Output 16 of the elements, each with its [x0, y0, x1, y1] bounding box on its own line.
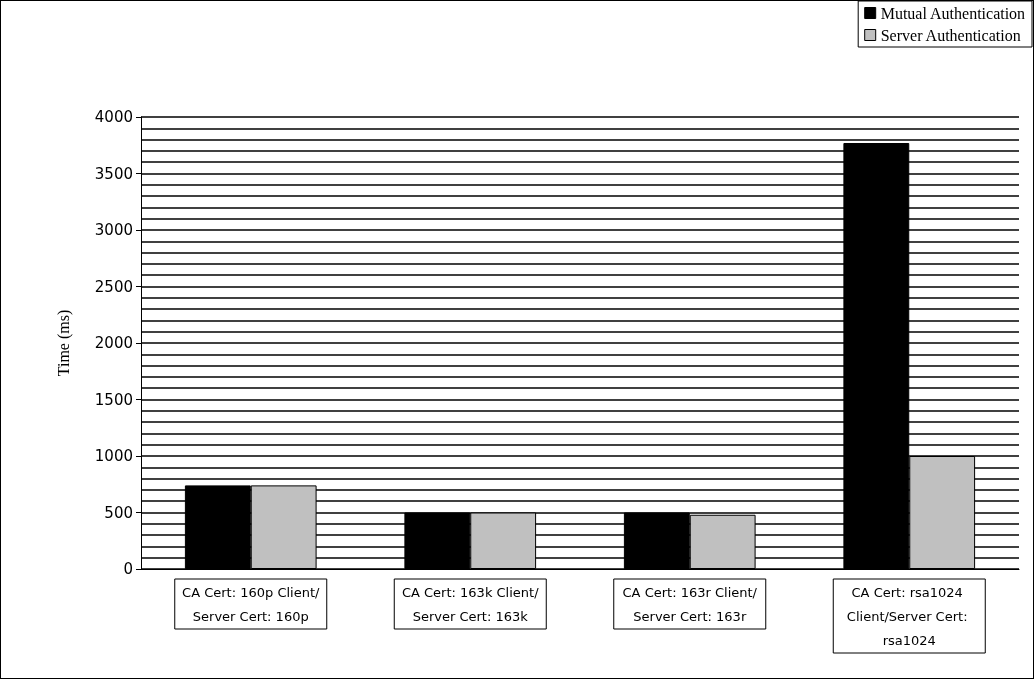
y-tick-label: 1500: [94, 390, 133, 409]
y-tick-label: 2500: [94, 277, 133, 296]
y-tick-label: 1000: [94, 447, 133, 465]
y-axis-title: Time (ms): [54, 309, 73, 377]
x-tick-label: CA Cert: 163r Client/Server Cert: 163r: [622, 584, 758, 624]
y-tick-label: 3000: [94, 221, 133, 239]
x-tick-label: CA Cert: 163k Client/Server Cert: 163k: [401, 584, 540, 624]
legend-label: Server Authentication: [880, 26, 1021, 44]
y-tick-label: 4000: [94, 108, 133, 126]
x-tick-label: CA Cert: 160p Client/Server Cert: 160p: [182, 584, 321, 624]
x-tick-label: CA Cert: rsa1024 Client/Server Cert: rsa1024: [846, 584, 972, 648]
legend-label: Mutual Authentication: [880, 4, 1026, 22]
y-tick-label: 500: [104, 503, 133, 522]
y-tick-label: 2000: [94, 334, 133, 352]
y-tick-label: 3500: [94, 164, 133, 183]
y-tick-label: 0: [123, 560, 133, 578]
